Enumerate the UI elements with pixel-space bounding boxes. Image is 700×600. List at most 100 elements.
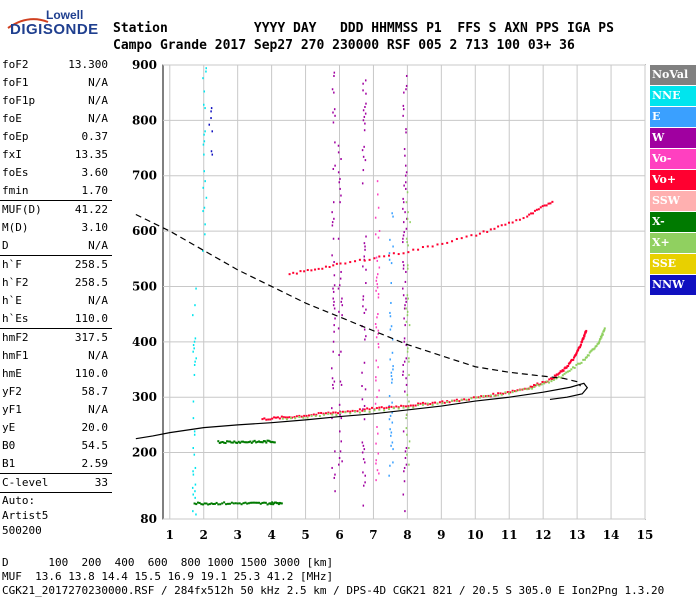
trace-point xyxy=(429,403,432,406)
param-value: 1.70 xyxy=(81,184,109,197)
echo-point xyxy=(375,376,377,379)
echo-point xyxy=(364,248,366,251)
echo-point xyxy=(388,252,391,255)
trace-point xyxy=(407,405,410,408)
echo-point xyxy=(403,307,406,310)
trace-point xyxy=(271,501,274,504)
echo-point xyxy=(202,77,204,80)
echo-point xyxy=(193,430,196,433)
trace-point xyxy=(397,253,400,256)
trace-point xyxy=(373,257,376,260)
trace-point xyxy=(446,241,449,244)
echo-point xyxy=(405,307,407,310)
echo-point xyxy=(392,461,394,464)
trace-point xyxy=(407,251,410,254)
trace-point xyxy=(583,333,586,336)
echo-point xyxy=(332,297,334,300)
echo-point xyxy=(332,290,335,293)
echo-point xyxy=(402,267,405,270)
trace-point xyxy=(549,202,552,205)
param-value: N/A xyxy=(88,239,108,252)
echo-point xyxy=(192,314,194,317)
trace-point xyxy=(436,402,439,405)
trace-point xyxy=(468,398,471,401)
echo-point xyxy=(402,493,405,496)
trace-point xyxy=(455,398,458,401)
echo-point xyxy=(361,149,364,152)
trace-point xyxy=(465,398,468,401)
trace-point xyxy=(578,362,581,365)
param-value: N/A xyxy=(88,112,108,125)
echo-point xyxy=(376,283,379,286)
echo-point xyxy=(407,267,409,270)
autoscaling-line3: 500200 xyxy=(2,524,42,537)
trace-point xyxy=(515,219,518,222)
echo-point xyxy=(391,421,394,424)
trace-point xyxy=(417,404,420,407)
echo-point xyxy=(391,338,394,341)
trace-point xyxy=(537,208,540,211)
param-name: yF2 xyxy=(2,385,22,398)
echo-point xyxy=(407,211,409,214)
echo-point xyxy=(341,460,343,463)
echo-point xyxy=(204,180,206,183)
echo-point xyxy=(377,432,379,435)
trace-point xyxy=(380,406,383,409)
trace-point xyxy=(217,440,220,443)
parameter-panel: foF2 13.300 foF1 N/A foF1p N/A foE N/A foEp 0.37 f… xyxy=(0,56,112,538)
trace-point xyxy=(306,269,309,272)
trace-point xyxy=(600,336,603,339)
trace-point xyxy=(511,389,514,392)
echo-point xyxy=(405,413,408,416)
echo-point xyxy=(378,266,381,269)
trace-point xyxy=(275,416,278,419)
echo-point xyxy=(340,350,342,353)
echo-point xyxy=(406,314,409,317)
trace-point xyxy=(500,393,503,396)
param-value: 0.37 xyxy=(81,130,109,143)
echo-point xyxy=(194,496,196,499)
echo-point xyxy=(332,121,335,124)
trace-point xyxy=(443,401,446,404)
echo-point xyxy=(339,450,342,453)
echo-point xyxy=(211,130,213,133)
trace-point xyxy=(231,441,234,444)
trace-point xyxy=(266,503,269,506)
trace-point xyxy=(541,205,544,208)
trace-point xyxy=(470,397,473,400)
echo-point xyxy=(408,400,410,403)
trace-point xyxy=(515,390,518,393)
trace-point xyxy=(368,408,371,411)
echo-point xyxy=(405,417,407,420)
trace-point xyxy=(570,368,573,371)
trace-point xyxy=(431,245,434,248)
echo-point xyxy=(192,417,195,420)
echo-point xyxy=(392,448,394,451)
trace-point xyxy=(446,401,449,404)
param-name: foE xyxy=(2,112,22,125)
trace-point xyxy=(278,417,281,420)
trace-point xyxy=(566,370,569,373)
echo-point xyxy=(340,194,342,197)
trace-point xyxy=(567,365,570,368)
echo-point xyxy=(403,148,406,151)
trace-point xyxy=(356,410,359,413)
echo-point xyxy=(377,346,380,349)
trace-point xyxy=(300,415,303,418)
trace-point xyxy=(548,378,551,381)
trace-point xyxy=(478,396,481,399)
trace-point xyxy=(511,221,514,224)
echo-point xyxy=(403,470,405,473)
param-row: foEs 3.60 xyxy=(0,164,112,182)
echo-point xyxy=(405,128,407,131)
trace-point xyxy=(482,395,485,398)
echo-point xyxy=(331,254,333,257)
trace-point xyxy=(193,502,196,505)
echo-point xyxy=(363,311,366,314)
echo-point xyxy=(341,304,344,307)
trace-point xyxy=(400,404,403,407)
echo-point xyxy=(205,196,208,199)
trace-point xyxy=(198,501,201,504)
echo-point xyxy=(362,109,365,112)
trace-point xyxy=(545,380,548,383)
